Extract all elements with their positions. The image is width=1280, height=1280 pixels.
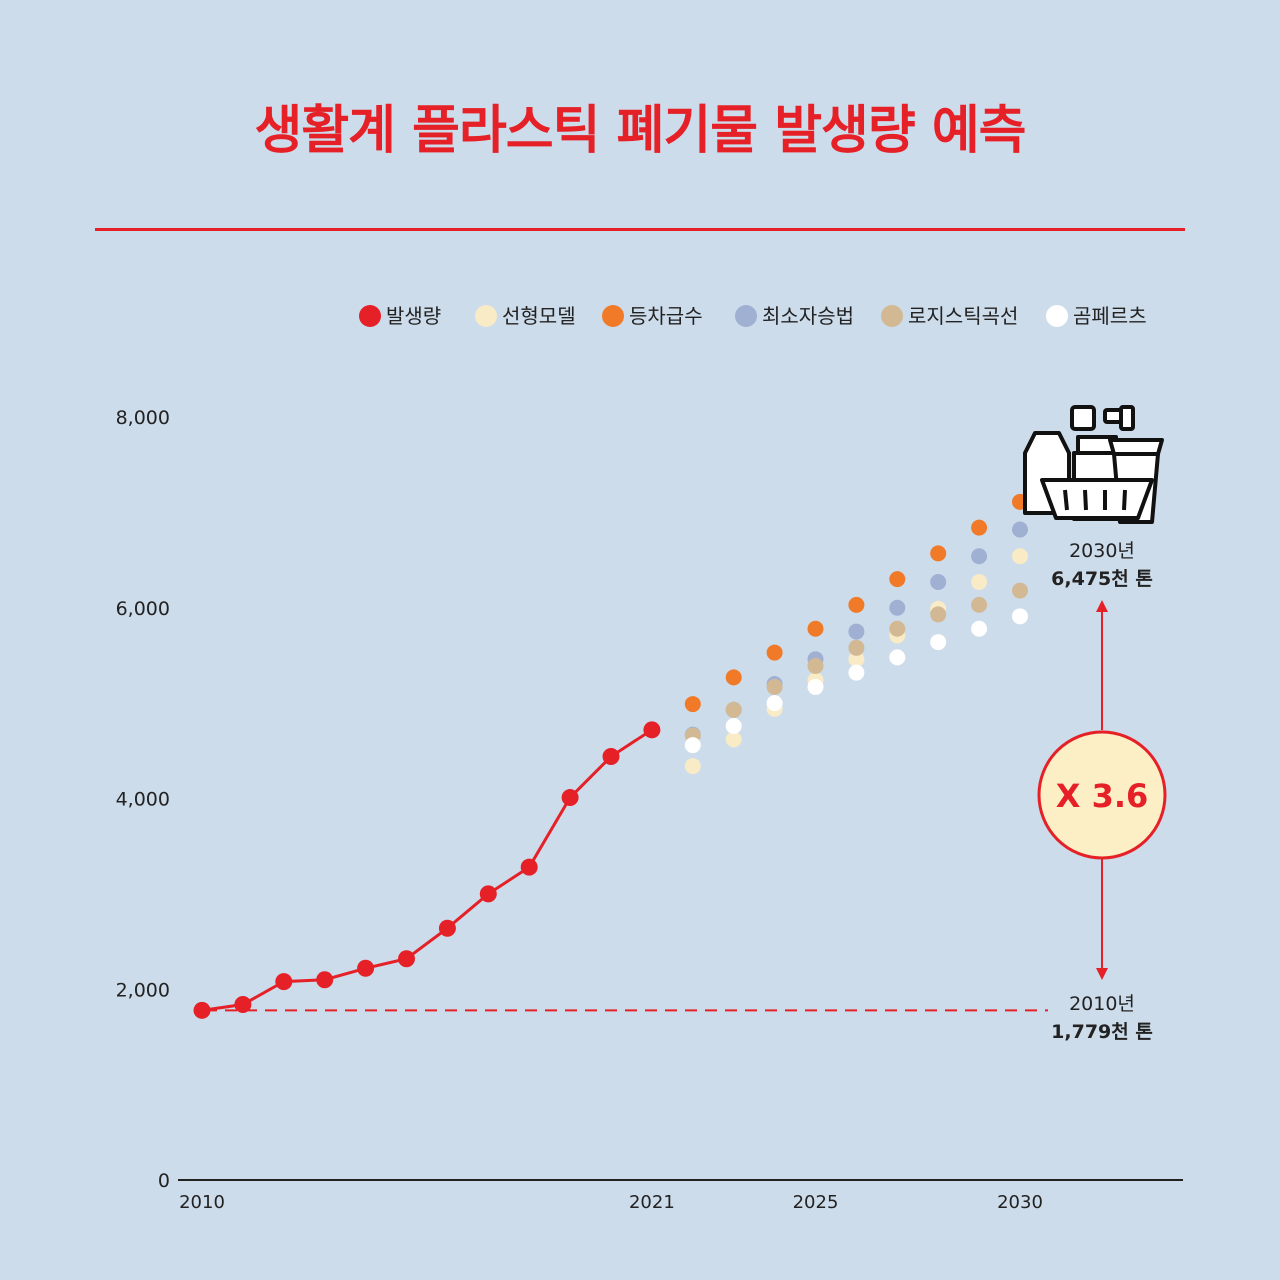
annotation-start-value: 1,779천 톤 bbox=[1051, 1021, 1153, 1043]
actual-point bbox=[316, 971, 334, 989]
projection-point bbox=[766, 695, 783, 712]
legend-label-5: 곰페르츠 bbox=[1073, 304, 1147, 328]
legend-marker-1 bbox=[475, 305, 497, 327]
annotation-end-value: 6,475천 톤 bbox=[1051, 568, 1153, 590]
actual-point bbox=[398, 950, 415, 968]
projection-point bbox=[889, 599, 906, 616]
projection-point bbox=[930, 573, 947, 590]
actual-point bbox=[520, 858, 538, 876]
x-tick-label: 2030 bbox=[997, 1192, 1043, 1213]
actual-point bbox=[438, 919, 456, 937]
x-tick-label: 2010 bbox=[179, 1192, 225, 1213]
projection-point bbox=[971, 519, 988, 536]
y-tick-label: 8,000 bbox=[116, 407, 170, 429]
projection-point bbox=[807, 678, 824, 695]
actual-point bbox=[561, 789, 579, 807]
projection-point bbox=[1012, 582, 1028, 599]
projection-point bbox=[848, 651, 865, 668]
projection-point bbox=[807, 657, 824, 674]
actual-point bbox=[275, 973, 293, 991]
projection-point bbox=[971, 573, 988, 590]
actual-point bbox=[602, 748, 620, 766]
legend-marker-3 bbox=[735, 305, 757, 327]
actual-point bbox=[193, 1001, 211, 1019]
y-axis-ticks: 0 2,000 4,000 6,000 8,000 bbox=[116, 407, 170, 1192]
y-tick-label: 0 bbox=[158, 1170, 170, 1192]
actual-series bbox=[193, 721, 661, 1019]
projection-point bbox=[848, 664, 865, 681]
growth-arrow bbox=[1096, 600, 1108, 980]
legend-label-1: 선형모델 bbox=[502, 304, 576, 328]
x-tick-label: 2025 bbox=[793, 1192, 839, 1213]
x-axis: 2010 2021 2025 2030 bbox=[178, 1179, 1183, 1213]
plastic-items-icon bbox=[1023, 405, 1164, 524]
projection-point bbox=[848, 623, 865, 640]
legend-marker-2 bbox=[602, 305, 624, 327]
y-tick-label: 6,000 bbox=[116, 598, 170, 620]
projection-point bbox=[766, 644, 783, 661]
projection-point bbox=[848, 639, 865, 656]
projection-point bbox=[766, 678, 783, 695]
projection-point bbox=[684, 737, 701, 754]
projection-point bbox=[684, 758, 701, 775]
projection-point bbox=[684, 696, 701, 713]
legend-marker-4 bbox=[881, 305, 903, 327]
actual-point bbox=[643, 721, 661, 739]
projection-point bbox=[1012, 521, 1028, 538]
projection-series bbox=[684, 493, 1028, 775]
page-title: 생활계 플라스틱 폐기물 발생량 예측 bbox=[254, 101, 1026, 161]
projection-point bbox=[930, 606, 947, 623]
projection-point bbox=[725, 718, 742, 735]
projection-point bbox=[889, 620, 906, 637]
projection-point bbox=[889, 571, 906, 588]
legend-label-3: 최소자승법 bbox=[762, 304, 854, 328]
projection-point bbox=[971, 548, 988, 565]
chart-legend: 발생량 선형모델 등차급수 최소자승법 로지스틱곡선 곰페르츠 bbox=[359, 304, 1147, 328]
projection-point bbox=[725, 731, 742, 748]
legend-marker-0 bbox=[359, 305, 381, 327]
projection-point bbox=[807, 620, 824, 637]
annotation-end-year: 2030년 bbox=[1069, 540, 1135, 562]
projection-point bbox=[889, 649, 906, 666]
y-tick-label: 4,000 bbox=[116, 789, 170, 811]
actual-series-line bbox=[201, 728, 653, 1012]
projection-point bbox=[930, 545, 947, 562]
y-tick-label: 2,000 bbox=[116, 979, 170, 1001]
projection-point bbox=[725, 701, 742, 718]
projection-point bbox=[1012, 608, 1028, 625]
multiplier-badge bbox=[1037, 730, 1167, 860]
projection-point bbox=[971, 596, 988, 613]
x-tick-label: 2021 bbox=[629, 1192, 675, 1213]
legend-label-0: 발생량 bbox=[386, 304, 441, 328]
projection-point bbox=[848, 596, 865, 613]
projection-point bbox=[1012, 548, 1028, 565]
actual-point bbox=[357, 959, 375, 977]
multiplier-label: X 3.6 bbox=[1056, 777, 1149, 815]
projection-point bbox=[971, 620, 988, 637]
projection-point bbox=[725, 669, 742, 686]
annotation-start-year: 2010년 bbox=[1069, 993, 1135, 1015]
projection-point bbox=[930, 634, 947, 651]
title-divider bbox=[95, 228, 1185, 231]
legend-marker-5 bbox=[1046, 305, 1068, 327]
actual-point bbox=[479, 885, 497, 903]
actual-point bbox=[234, 996, 252, 1014]
legend-label-2: 등차급수 bbox=[629, 304, 703, 328]
legend-label-4: 로지스틱곡선 bbox=[908, 304, 1018, 328]
